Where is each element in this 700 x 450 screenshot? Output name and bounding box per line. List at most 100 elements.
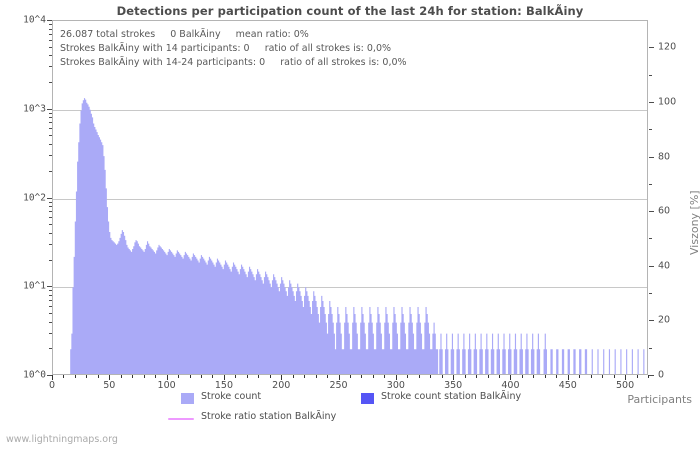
- x-tick-minor: [533, 375, 534, 378]
- y-tick-minor: [49, 295, 52, 296]
- x-tick-minor: [522, 375, 523, 378]
- y2-tick-minor: [649, 184, 652, 185]
- y-tick-minor: [49, 144, 52, 145]
- x-tick-mark-3: [224, 375, 225, 380]
- x-tick-minor: [235, 375, 236, 378]
- y2-tick-minor: [649, 75, 652, 76]
- x-tick-minor: [190, 375, 191, 378]
- x-tick-minor: [247, 375, 248, 378]
- y-tick-label-2: 10^2: [23, 192, 46, 203]
- x-tick-label-2: 100: [157, 380, 176, 391]
- x-tick-minor: [86, 375, 87, 378]
- x-tick-minor: [201, 375, 202, 378]
- y-tick-mark-2: [47, 197, 52, 199]
- histogram-bars: [70, 98, 645, 374]
- legend-label-0: Stroke count: [201, 391, 262, 402]
- x-tick-mark-4: [281, 375, 282, 380]
- y-tick-minor: [49, 202, 52, 203]
- x-tick-minor: [499, 375, 500, 378]
- x-tick-minor: [144, 375, 145, 378]
- y-tick-minor: [49, 40, 52, 41]
- y2-tick-mark-2: [649, 266, 654, 267]
- y-tick-minor: [49, 117, 52, 118]
- y-tick-minor: [49, 300, 52, 301]
- y-tick-minor: [49, 233, 52, 234]
- y2-tick-label-3: 60: [658, 205, 671, 217]
- y2-tick-minor: [649, 348, 652, 349]
- x-tick-mark-6: [396, 375, 397, 380]
- y-tick-minor: [49, 290, 52, 291]
- x-tick-minor: [270, 375, 271, 378]
- x-tick-mark-10: [625, 375, 626, 380]
- x-tick-label-8: 400: [501, 380, 520, 391]
- x-tick-label-0: 0: [48, 380, 56, 391]
- footer-attribution: www.lightningmaps.org: [6, 434, 118, 445]
- x-tick-minor: [293, 375, 294, 378]
- x-tick-minor: [316, 375, 317, 378]
- x-tick-mark-9: [568, 375, 569, 380]
- x-tick-label-9: 450: [558, 380, 577, 391]
- x-tick-minor: [121, 375, 122, 378]
- y2-tick-mark-3: [649, 211, 654, 212]
- y-tick-minor: [49, 47, 52, 48]
- x-tick-label-1: 50: [103, 380, 116, 391]
- y-tick-minor: [49, 29, 52, 30]
- y-tick-minor: [49, 306, 52, 307]
- x-tick-minor: [98, 375, 99, 378]
- y2-tick-minor: [649, 293, 652, 294]
- y-tick-mark-3: [47, 108, 52, 110]
- gridline-decade-3: [53, 110, 647, 111]
- x-tick-mark-2: [167, 375, 168, 380]
- legend-swatch-0: [181, 393, 194, 404]
- annotation-total-strokes: 26.087 total strokes 0 BalkÃiny mean rat…: [60, 29, 309, 40]
- y-tick-minor: [49, 66, 52, 67]
- x-tick-minor: [579, 375, 580, 378]
- legend-label-2: Stroke ratio station BalkÃiny: [201, 411, 337, 422]
- x-tick-minor: [361, 375, 362, 378]
- y-axis-right-title: Viszony [%]: [688, 190, 700, 255]
- x-tick-minor: [304, 375, 305, 378]
- y-tick-minor: [49, 128, 52, 129]
- y-tick-minor: [49, 217, 52, 218]
- legend-swatch-2: [168, 418, 194, 420]
- x-tick-minor: [132, 375, 133, 378]
- x-tick-mark-0: [52, 375, 53, 380]
- x-tick-label-10: 500: [615, 380, 635, 391]
- y2-tick-mark-5: [649, 102, 654, 103]
- x-tick-minor: [614, 375, 615, 378]
- y2-tick-label-0: 0: [658, 369, 665, 381]
- y-tick-minor: [49, 322, 52, 323]
- x-tick-minor: [430, 375, 431, 378]
- y-tick-minor: [49, 34, 52, 35]
- y-tick-minor: [49, 224, 52, 225]
- bar-series-stroke-count: [70, 98, 645, 374]
- x-tick-label-7: 350: [444, 380, 463, 391]
- y-tick-mark-1: [47, 286, 52, 288]
- y-tick-mark-4: [47, 20, 52, 21]
- y-tick-label-3: 10^3: [23, 103, 46, 115]
- x-tick-label-6: 300: [386, 380, 405, 391]
- y-tick-minor: [49, 348, 52, 349]
- annotation-strokes-14-24: Strokes BalkÃiny with 14-24 participants…: [60, 57, 407, 68]
- y2-tick-label-2: 40: [658, 260, 671, 272]
- x-tick-label-4: 200: [272, 380, 291, 391]
- x-tick-minor: [407, 375, 408, 378]
- x-tick-minor: [258, 375, 259, 378]
- y2-tick-label-5: 100: [658, 96, 677, 108]
- x-tick-minor: [637, 375, 638, 378]
- y-tick-minor: [49, 135, 52, 136]
- y-tick-minor: [49, 122, 52, 123]
- gridline-decade-2: [53, 199, 647, 200]
- y-tick-minor: [49, 260, 52, 261]
- y-tick-minor: [49, 206, 52, 207]
- x-tick-minor: [212, 375, 213, 378]
- y-tick-minor: [49, 155, 52, 156]
- x-tick-minor: [442, 375, 443, 378]
- y2-tick-label-4: 80: [658, 151, 671, 163]
- legend-swatch-1: [361, 393, 374, 404]
- annotation-strokes-14: Strokes BalkÃiny with 14 participants: 0…: [60, 43, 392, 54]
- x-tick-label-3: 150: [214, 380, 233, 391]
- y2-tick-mark-6: [649, 47, 654, 48]
- x-tick-minor: [545, 375, 546, 378]
